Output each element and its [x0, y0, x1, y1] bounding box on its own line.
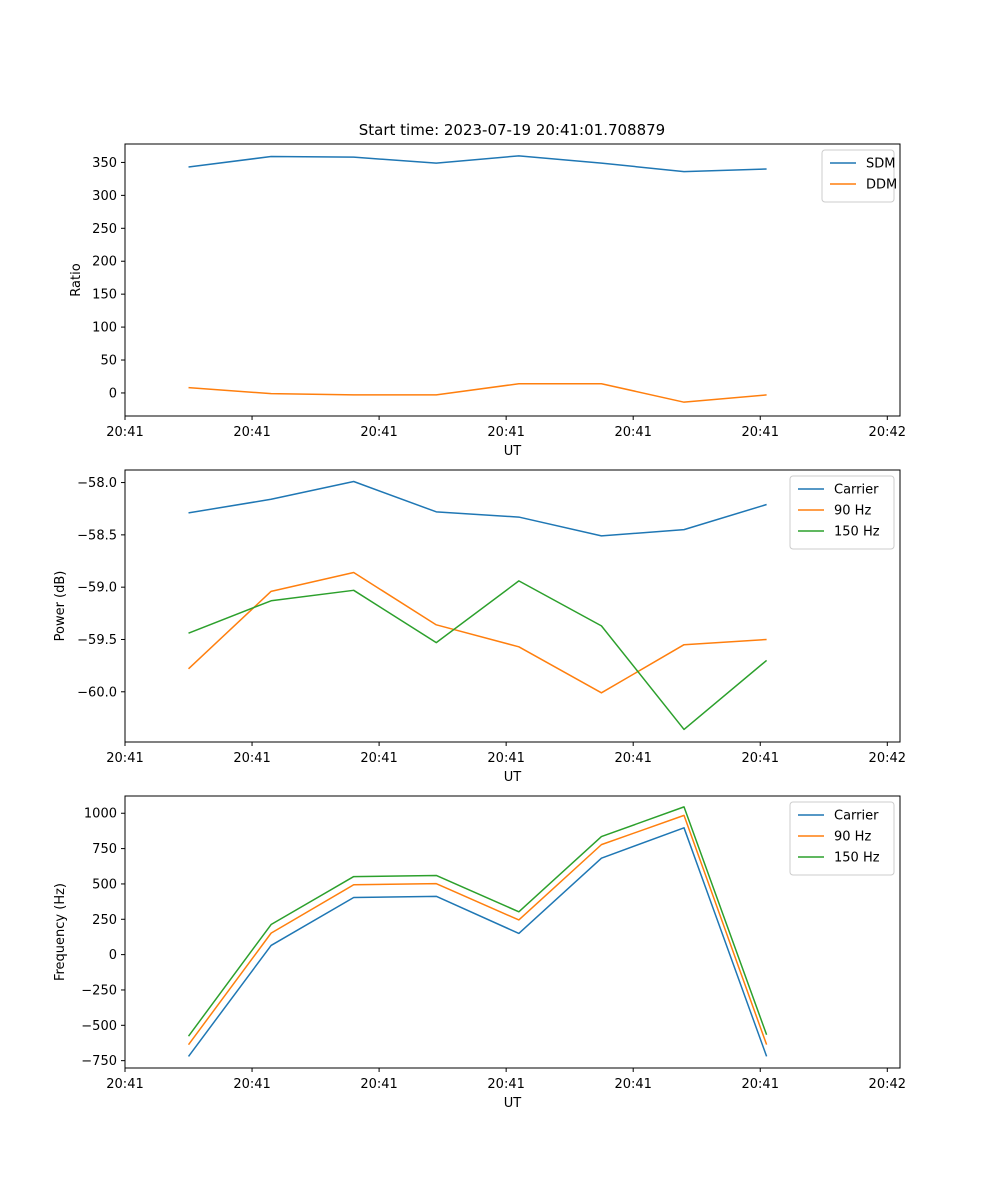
y-tick-label: 250: [92, 222, 117, 237]
plot-power: 20:41 20:41 20:41 20:41 20:41 20:41 20:42 −60.0…: [53, 469, 906, 785]
x-tick-label: 20:42: [869, 1077, 906, 1092]
y-tick-label: 200: [92, 255, 117, 270]
plot-ratio: 20:41 20:41 20:41 20:41 20:41 20:41 20:42 0 50 10…: [69, 143, 906, 459]
x-tick-label: 20:41: [487, 751, 524, 766]
legend-label: 150 Hz: [834, 525, 880, 540]
legend-label: 150 Hz: [834, 851, 880, 866]
x-tick-label: 20:41: [233, 1077, 270, 1092]
y-tick-label: −60.0: [77, 685, 117, 700]
legend-label: SDM: [866, 157, 895, 172]
x-tick-label: 20:41: [614, 751, 651, 766]
x-tick-label: 20:41: [487, 1077, 524, 1092]
y-axis-label: Ratio: [69, 263, 84, 296]
y-tick-label: −250: [81, 983, 117, 998]
y-tick-label: −58.0: [77, 476, 117, 491]
series-line-ratio-sdm: [188, 155, 767, 173]
figure-title: Start time: 2023-07-19 20:41:01.708879: [359, 121, 665, 139]
x-tick-label: 20:42: [869, 425, 906, 440]
x-tick-label: 20:41: [742, 751, 779, 766]
legend-label: Carrier: [834, 809, 879, 824]
series-line-frequency-150-hz: [187, 806, 768, 1037]
series-line-power-90-hz: [188, 571, 767, 694]
x-tick-label: 20:41: [742, 425, 779, 440]
y-tick-label: −750: [81, 1054, 117, 1069]
x-tick-label: 20:41: [742, 1077, 779, 1092]
x-tick-label: 20:41: [106, 751, 143, 766]
legend-label: DDM: [866, 178, 897, 193]
x-tick-label: 20:41: [360, 425, 397, 440]
x-tick-label: 20:41: [106, 1077, 143, 1092]
x-tick-label: 20:41: [614, 1077, 651, 1092]
x-tick-label: 20:41: [106, 425, 143, 440]
y-tick-label: 50: [100, 354, 117, 369]
y-tick-label: 0: [109, 386, 117, 401]
y-tick-label: 150: [92, 288, 117, 303]
y-axis-label: Frequency (Hz): [53, 883, 68, 981]
legend: Carrier 90 Hz 150 Hz: [789, 801, 895, 876]
y-tick-label: −500: [81, 1019, 117, 1034]
legend: Carrier 90 Hz 150 Hz: [789, 475, 895, 550]
y-tick-label: −59.0: [77, 581, 117, 596]
y-tick-label: 750: [92, 842, 117, 857]
x-axis-label: UT: [504, 444, 522, 459]
axes-frame: [124, 143, 901, 417]
series-line-frequency-carrier: [187, 827, 768, 1057]
legend-label: 90 Hz: [834, 830, 871, 845]
x-axis-label: UT: [504, 770, 522, 785]
x-tick-label: 20:41: [614, 425, 651, 440]
axes-frame: [124, 469, 901, 743]
y-tick-label: −59.5: [77, 633, 117, 648]
x-tick-label: 20:41: [360, 1077, 397, 1092]
legend: SDM DDM: [821, 149, 897, 203]
axes-frame: [124, 795, 901, 1069]
x-tick-label: 20:41: [233, 751, 270, 766]
x-axis-label: UT: [504, 1096, 522, 1111]
y-tick-label: 100: [92, 321, 117, 336]
series-line-frequency-90-hz: [187, 814, 768, 1046]
plots-container: 20:41 20:41 20:41 20:41 20:41 20:41 20:42 0 50 10…: [53, 143, 906, 1111]
y-axis-label: Power (dB): [53, 571, 68, 642]
series-line-ratio-ddm: [188, 382, 767, 403]
x-tick-label: 20:41: [487, 425, 524, 440]
y-tick-label: −58.5: [77, 528, 117, 543]
y-tick-label: 1000: [84, 807, 117, 822]
plot-frequency: 20:41 20:41 20:41 20:41 20:41 20:41 20:42 −750 −…: [53, 795, 906, 1111]
legend-label: 90 Hz: [834, 504, 871, 519]
y-tick-label: 500: [92, 877, 117, 892]
x-tick-label: 20:41: [233, 425, 270, 440]
legend-label: Carrier: [834, 483, 879, 498]
y-tick-label: 0: [109, 948, 117, 963]
x-tick-label: 20:42: [869, 751, 906, 766]
y-tick-label: 250: [92, 913, 117, 928]
series-line-power-150-hz: [188, 580, 768, 731]
y-tick-label: 300: [92, 189, 117, 204]
series-line-power-carrier: [188, 480, 767, 537]
x-tick-label: 20:41: [360, 751, 397, 766]
y-tick-label: 350: [92, 156, 117, 171]
